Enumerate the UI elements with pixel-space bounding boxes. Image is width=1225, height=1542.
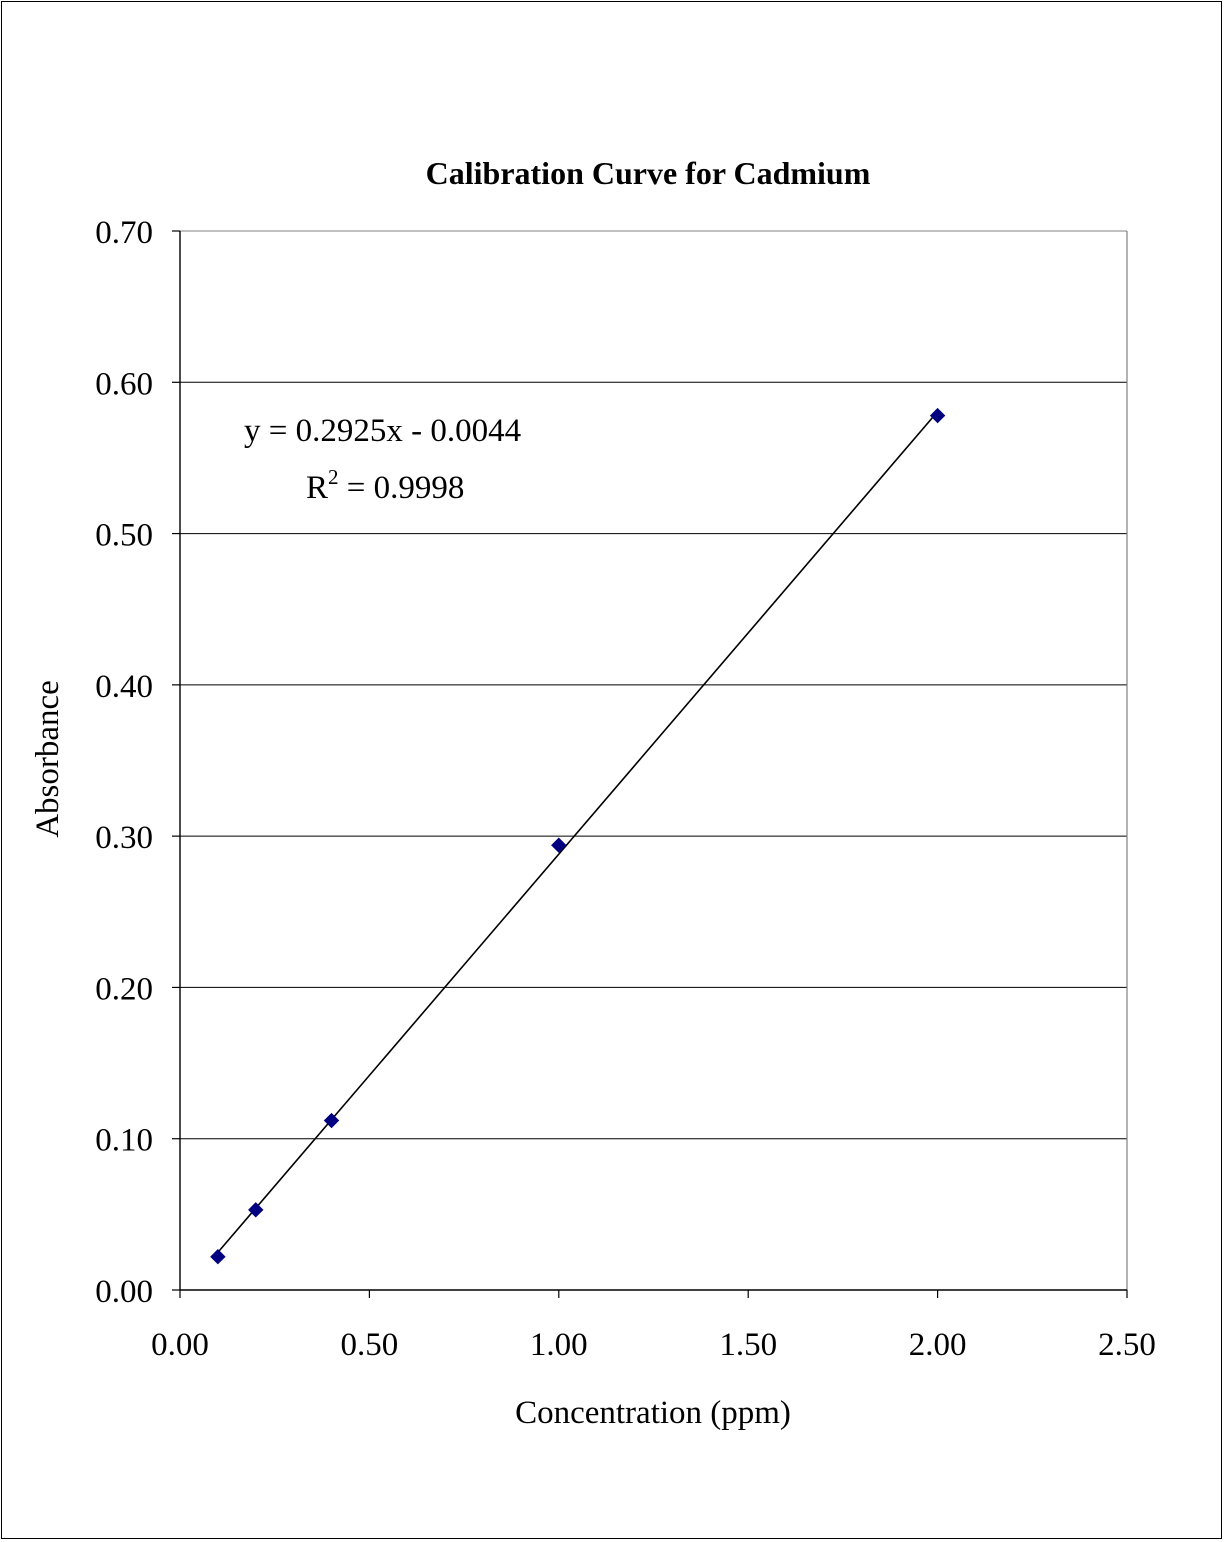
y-tick-label-2: 0.20 xyxy=(95,971,153,1007)
trendline xyxy=(217,411,939,1253)
chart-title: Calibration Curve for Cadmium xyxy=(426,155,871,191)
x-tick-label-0: 0.00 xyxy=(151,1327,209,1363)
r-squared-label: R2 = 0.9998 xyxy=(306,465,464,506)
x-axis-label: Concentration (ppm) xyxy=(515,1395,791,1431)
data-point-4 xyxy=(929,407,946,424)
y-tick-label-1: 0.10 xyxy=(95,1123,153,1159)
data-point-3 xyxy=(551,837,567,853)
y-tick-label-0: 0.00 xyxy=(95,1274,153,1310)
y-tick-label-5: 0.50 xyxy=(95,518,153,554)
data-points xyxy=(210,407,946,1265)
x-tick-label-2: 1.00 xyxy=(530,1327,588,1363)
tick-labels: 0.00 0.10 0.20 0.30 0.40 0.50 0.60 0.70 0.00 0.50… xyxy=(95,215,1156,1363)
y-tick-label-7: 0.70 xyxy=(95,215,153,251)
data-point-1 xyxy=(248,1202,264,1218)
y-tick-label-3: 0.30 xyxy=(95,820,153,856)
data-point-0 xyxy=(210,1249,226,1265)
r-squared-superscript: 2 xyxy=(328,465,339,489)
r-squared-prefix: R xyxy=(306,470,328,506)
x-tick-label-3: 1.50 xyxy=(719,1327,777,1363)
y-tick-label-4: 0.40 xyxy=(95,669,153,705)
y-tick-label-6: 0.60 xyxy=(95,366,153,402)
data-point-2 xyxy=(323,1112,340,1129)
trendline-group xyxy=(217,411,939,1253)
x-tick-label-1: 0.50 xyxy=(341,1327,399,1363)
axes xyxy=(172,230,1128,1298)
gridlines xyxy=(180,230,1127,1140)
x-tick-label-4: 2.00 xyxy=(909,1327,967,1363)
x-tick-label-5: 2.50 xyxy=(1098,1327,1156,1363)
r-squared-value: = 0.9998 xyxy=(339,470,465,506)
trendline-equation: y = 0.2925x - 0.0044 xyxy=(244,413,521,449)
y-axis-label: Absorbance xyxy=(30,680,66,838)
